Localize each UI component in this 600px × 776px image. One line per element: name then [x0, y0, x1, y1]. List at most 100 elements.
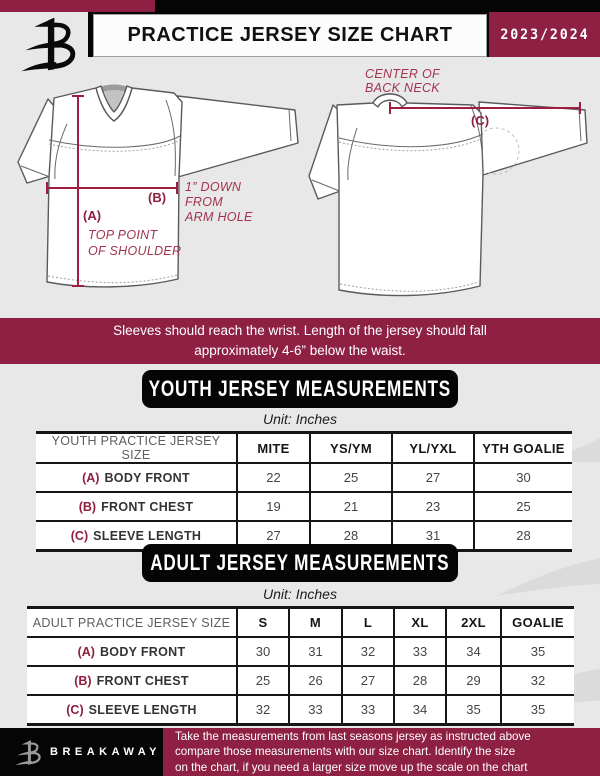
row-label: SLEEVE LENGTH — [88, 702, 197, 717]
fit-notice-line1: Sleeves should reach the wrist. Length o… — [113, 322, 487, 338]
table-row: (C) SLEEVE LENGTH 32 33 33 34 35 35 — [27, 694, 574, 726]
season-label: 2023/2024 — [499, 26, 590, 43]
table-cell: 33 — [288, 694, 342, 726]
note-a-line2: OF SHOULDER — [88, 244, 181, 258]
header-accent-strip-maroon — [0, 0, 155, 12]
table-row: (B) FRONT CHEST 25 26 27 28 29 32 — [27, 665, 574, 696]
table-cell: 32 — [236, 694, 289, 726]
measurement-line-a — [72, 95, 84, 287]
neck-note-line2: BACK NECK — [365, 81, 440, 95]
table-cell: 25 — [236, 665, 289, 696]
adult-col-2xl: 2XL — [445, 606, 501, 638]
table-cell: 35 — [500, 694, 574, 726]
table-cell: 27 — [391, 462, 474, 493]
table-cell: 30 — [473, 462, 572, 493]
table-cell: 23 — [391, 491, 474, 522]
back-body — [336, 93, 484, 297]
table-cell: 28 — [473, 520, 572, 552]
footer-brand-logo-icon — [14, 738, 41, 766]
row-label: BODY FRONT — [104, 470, 190, 485]
note-b-line3: ARM HOLE — [184, 210, 253, 224]
footer: BREAKAWAY Take the measurements from las… — [0, 728, 600, 776]
table-cell: 30 — [236, 636, 289, 667]
adult-col-s: S — [236, 606, 289, 638]
footer-instructions: Take the measurements from last seasons … — [163, 728, 600, 776]
note-b-line2: FROM — [185, 195, 223, 209]
youth-col-mite: MITE — [236, 431, 310, 464]
adult-header-row: ADULT PRACTICE JERSEY SIZE S M L XL 2XL … — [27, 606, 574, 638]
brand-logo-icon — [18, 14, 76, 74]
footer-brand-block: BREAKAWAY — [0, 728, 163, 776]
table-row: (B) FRONT CHEST 19 21 23 25 — [36, 491, 572, 522]
youth-section-title: YOUTH JERSEY MEASUREMENTS — [142, 370, 458, 408]
jersey-front-diagram: (B) 1” DOWN FROM ARM HOLE (A) TOP POINT … — [17, 84, 299, 288]
table-cell: 33 — [393, 636, 446, 667]
table-cell: 35 — [500, 636, 574, 667]
table-cell: 31 — [288, 636, 342, 667]
table-cell: 25 — [309, 462, 392, 493]
row-tag: (A) — [77, 644, 95, 659]
table-cell: 21 — [309, 491, 392, 522]
neck-note-line1: CENTER OF — [365, 67, 441, 81]
youth-unit-label: Unit: Inches — [263, 411, 337, 427]
adult-section-title: ADULT JERSEY MEASUREMENTS — [142, 544, 458, 582]
measurement-line-b — [46, 182, 178, 194]
table-cell: 25 — [473, 491, 572, 522]
table-cell: 32 — [500, 665, 574, 696]
row-label: BODY FRONT — [99, 644, 186, 659]
youth-size-table: YOUTH PRACTICE JERSEY SIZE MITE YS/YM YL… — [36, 431, 572, 552]
adult-col-l: L — [341, 606, 394, 638]
table-cell: 35 — [445, 694, 501, 726]
row-label: FRONT CHEST — [96, 673, 189, 688]
row-tag: (A) — [82, 470, 100, 485]
table-cell: 22 — [236, 462, 310, 493]
table-cell: 28 — [393, 665, 446, 696]
youth-col-ylyxl: YL/YXL — [391, 431, 474, 464]
note-a-line1: TOP POINT — [88, 228, 158, 242]
row-tag: (C) — [66, 702, 84, 717]
front-collar — [95, 85, 133, 122]
measurement-tag-c: (C) — [471, 113, 489, 128]
adult-size-table: ADULT PRACTICE JERSEY SIZE S M L XL 2XL … — [27, 606, 574, 726]
fit-notice-banner: Sleeves should reach the wrist. Length o… — [0, 318, 600, 364]
adult-col-xl: XL — [393, 606, 446, 638]
table-cell: 32 — [341, 636, 394, 667]
youth-size-header-cell: YOUTH PRACTICE JERSEY SIZE — [36, 431, 237, 464]
note-b-line1: 1” DOWN — [185, 180, 242, 194]
adult-size-header-cell: ADULT PRACTICE JERSEY SIZE — [27, 606, 237, 638]
measurement-tag-b: (B) — [148, 190, 166, 205]
footer-brand-name: BREAKAWAY — [50, 746, 161, 758]
footer-note-line1: Take the measurements from last seasons … — [175, 730, 531, 744]
table-row: (A) BODY FRONT 30 31 32 33 34 35 — [27, 636, 574, 667]
header-accent-strip-black — [155, 0, 600, 12]
table-cell: 27 — [341, 665, 394, 696]
row-tag: (B) — [74, 673, 92, 688]
page-title-box: PRACTICE JERSEY SIZE CHART — [93, 14, 487, 57]
measurement-tag-a: (A) — [83, 208, 101, 223]
jersey-back-diagram: CENTER OF BACK NECK (C) — [308, 67, 588, 297]
adult-unit-label: Unit: Inches — [263, 586, 337, 602]
table-cell: 29 — [445, 665, 501, 696]
footer-note-line3: on the chart, if you need a larger size … — [175, 760, 528, 774]
fit-notice-line2: approximately 4-6” below the waist. — [194, 343, 406, 358]
table-cell: 34 — [393, 694, 446, 726]
row-label: SLEEVE LENGTH — [93, 528, 202, 543]
table-cell: 19 — [236, 491, 310, 522]
adult-col-m: M — [288, 606, 342, 638]
youth-header-row: YOUTH PRACTICE JERSEY SIZE MITE YS/YM YL… — [36, 431, 572, 464]
row-label: FRONT CHEST — [101, 499, 194, 514]
front-right-sleeve — [177, 95, 299, 178]
season-badge: 2023/2024 — [489, 12, 600, 57]
youth-col-ysym: YS/YM — [309, 431, 392, 464]
youth-col-goalie: YTH GOALIE — [473, 431, 572, 464]
table-cell: 26 — [288, 665, 342, 696]
back-right-sleeve — [478, 101, 588, 176]
table-cell: 33 — [341, 694, 394, 726]
row-tag: (B) — [78, 499, 97, 514]
footer-note-line2: compare those measurements with our size… — [175, 745, 516, 759]
measurement-line-c — [389, 102, 581, 114]
adult-col-goalie: GOALIE — [500, 606, 574, 638]
table-cell: 34 — [445, 636, 501, 667]
row-tag: (C) — [70, 528, 89, 543]
